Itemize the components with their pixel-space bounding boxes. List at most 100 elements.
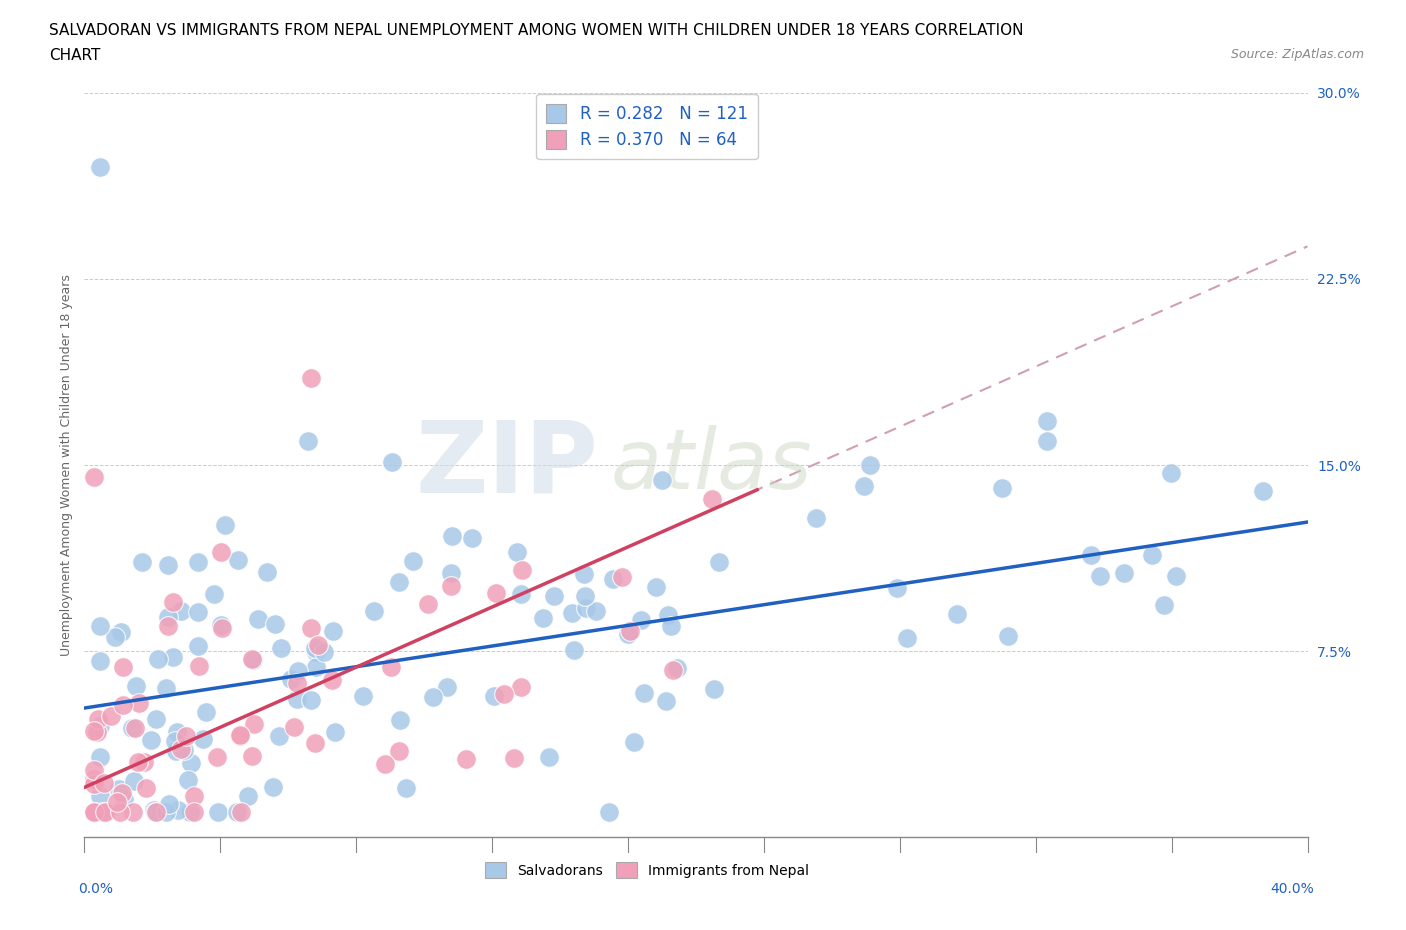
Point <box>389 712 412 727</box>
Point <box>225 804 247 819</box>
Point <box>156 618 179 633</box>
Point <box>853 479 876 494</box>
Point <box>163 734 186 749</box>
Point <box>207 804 229 819</box>
Point <box>108 781 131 796</box>
Text: ZIP: ZIP <box>415 417 598 513</box>
Point <box>83 724 105 738</box>
Point <box>304 641 326 656</box>
Point <box>108 804 131 819</box>
Point <box>1160 466 1182 481</box>
Point <box>661 618 683 633</box>
Point <box>612 570 634 585</box>
Point <box>307 638 329 653</box>
Point <box>91 804 114 819</box>
Point <box>633 685 655 700</box>
Point <box>132 754 155 769</box>
Point <box>128 696 150 711</box>
Point <box>89 160 111 175</box>
Text: 40.0%: 40.0% <box>1270 882 1313 896</box>
Point <box>187 554 209 569</box>
Point <box>456 751 478 766</box>
Point <box>804 511 827 525</box>
Point <box>510 563 533 578</box>
Point <box>531 610 554 625</box>
Point <box>1251 484 1274 498</box>
Point <box>304 659 326 674</box>
Point <box>997 628 1019 643</box>
Point <box>112 791 135 806</box>
Point <box>946 607 969 622</box>
Point <box>461 531 484 546</box>
Point <box>226 553 249 568</box>
Point <box>93 776 115 790</box>
Point <box>229 728 252 743</box>
Point <box>243 716 266 731</box>
Text: CHART: CHART <box>49 48 101 63</box>
Point <box>156 609 179 624</box>
Text: Source: ZipAtlas.com: Source: ZipAtlas.com <box>1230 48 1364 61</box>
Point <box>165 744 187 759</box>
Point <box>630 612 652 627</box>
Point <box>83 470 105 485</box>
Point <box>124 720 146 735</box>
Point <box>654 694 676 709</box>
Point <box>484 585 506 600</box>
Point <box>211 620 233 635</box>
Point <box>143 804 166 818</box>
Point <box>619 624 641 639</box>
Point <box>240 652 263 667</box>
Point <box>162 594 184 609</box>
Point <box>440 578 463 593</box>
Point <box>886 581 908 596</box>
Point <box>440 565 463 580</box>
Point <box>170 741 193 756</box>
Point <box>183 804 205 819</box>
Point <box>94 804 117 819</box>
Point <box>89 719 111 734</box>
Point <box>416 597 439 612</box>
Point <box>896 631 918 645</box>
Point <box>125 678 148 693</box>
Point <box>155 681 177 696</box>
Point <box>572 566 595 581</box>
Point <box>323 724 346 739</box>
Point <box>1088 569 1111 584</box>
Point <box>287 663 309 678</box>
Point <box>87 711 110 726</box>
Point <box>236 789 259 804</box>
Point <box>381 455 404 470</box>
Point <box>229 727 252 742</box>
Point <box>83 772 105 787</box>
Point <box>86 724 108 739</box>
Point <box>394 780 416 795</box>
Text: 0.0%: 0.0% <box>79 882 114 896</box>
Point <box>537 750 560 764</box>
Point <box>482 688 505 703</box>
Point <box>89 618 111 633</box>
Point <box>187 604 209 619</box>
Point <box>139 733 162 748</box>
Point <box>127 754 149 769</box>
Point <box>665 660 688 675</box>
Point <box>402 553 425 568</box>
Point <box>145 804 167 819</box>
Point <box>262 779 284 794</box>
Point <box>145 711 167 726</box>
Point <box>363 604 385 618</box>
Point <box>202 586 225 601</box>
Point <box>492 686 515 701</box>
Y-axis label: Unemployment Among Women with Children Under 18 years: Unemployment Among Women with Children U… <box>60 274 73 656</box>
Point <box>214 517 236 532</box>
Point <box>1080 548 1102 563</box>
Point <box>89 750 111 764</box>
Point <box>162 649 184 664</box>
Point <box>299 693 322 708</box>
Point <box>173 743 195 758</box>
Point <box>176 772 198 787</box>
Text: SALVADORAN VS IMMIGRANTS FROM NEPAL UNEMPLOYMENT AMONG WOMEN WITH CHILDREN UNDER: SALVADORAN VS IMMIGRANTS FROM NEPAL UNEM… <box>49 23 1024 38</box>
Point <box>240 749 263 764</box>
Point <box>562 643 585 658</box>
Text: atlas: atlas <box>610 424 813 506</box>
Point <box>598 804 620 819</box>
